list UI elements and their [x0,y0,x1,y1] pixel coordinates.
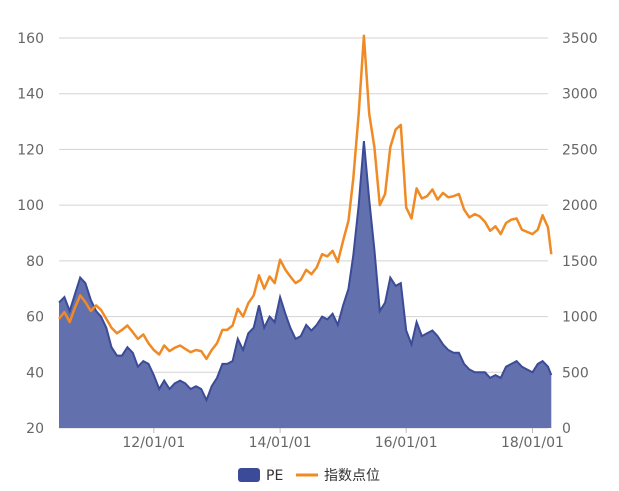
left-y-tick-label: 60 [26,310,44,326]
right-y-tick-label: 3000 [562,87,598,103]
right-y-tick-label: 1500 [562,254,598,270]
right-y-tick-label: 500 [562,365,589,381]
left-y-tick-label: 20 [26,421,44,437]
legend-label-pe: PE [266,468,283,484]
pe-area-fill [59,141,552,428]
left-y-tick-label: 140 [17,87,44,103]
legend: PE 指数点位 [238,468,380,484]
left-y-tick-label: 40 [26,365,44,381]
index-line-series [58,34,553,361]
left-y-tick-label: 120 [17,142,44,158]
left-y-tick-label: 100 [17,198,44,214]
left-y-axis: 20 40 60 80 100 120 140 160 [17,31,44,437]
legend-label-index: 指数点位 [324,468,380,484]
left-y-tick-label: 80 [26,254,44,270]
x-tick-label: 12/01/01 [122,435,185,451]
right-y-tick-label: 1000 [562,310,598,326]
left-y-tick-label: 160 [17,31,44,47]
right-y-tick-label: 2500 [562,142,598,158]
right-y-tick-label: 3500 [562,31,598,47]
x-tick-label: 16/01/01 [375,435,438,451]
right-y-tick-label: 0 [562,421,571,437]
right-y-axis: 0 500 1000 1500 2000 2500 3000 3500 [562,31,598,437]
index-line [58,34,553,361]
x-tick-label: 18/01/01 [501,435,564,451]
x-axis: 12/01/01 14/01/01 16/01/01 18/01/01 [122,428,564,451]
pe-area-series [58,141,553,428]
x-tick-label: 14/01/01 [249,435,312,451]
legend-swatch-pe [238,468,260,482]
pe-area-outline [58,141,553,403]
right-y-tick-label: 2000 [562,198,598,214]
